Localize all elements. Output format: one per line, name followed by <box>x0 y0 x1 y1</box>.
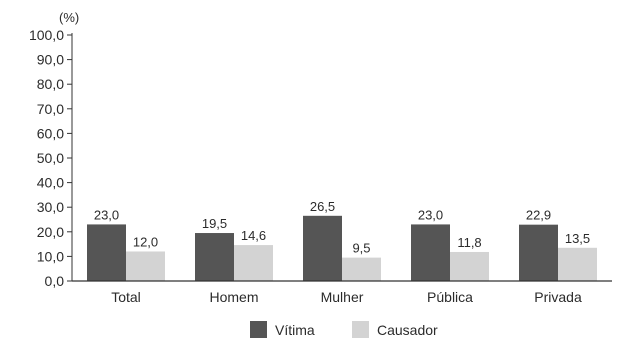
bar-causador <box>234 245 273 281</box>
y-tick-label: 50,0 <box>37 150 64 166</box>
bar-causador <box>450 251 489 281</box>
y-tick-label: 10,0 <box>37 248 64 264</box>
x-tick-label: Homem <box>209 289 258 305</box>
y-tick-label: 0,0 <box>45 273 65 289</box>
bar-causador <box>558 247 597 281</box>
y-tick-label: 90,0 <box>37 52 64 68</box>
x-tick-label: Mulher <box>321 289 364 305</box>
y-tick-label: 60,0 <box>37 125 64 141</box>
legend-label: Causador <box>377 322 438 338</box>
bar-vitima <box>87 224 126 281</box>
bar-vitima <box>519 224 558 281</box>
bar-vitima <box>303 215 342 281</box>
legend-swatch <box>250 321 267 338</box>
y-tick-label: 20,0 <box>37 224 64 240</box>
data-label: 11,8 <box>457 235 481 250</box>
data-label: 14,6 <box>241 228 266 243</box>
data-label: 13,5 <box>565 231 590 246</box>
y-unit-label: (%) <box>59 10 79 25</box>
bar-vitima <box>411 224 450 281</box>
bar-vitima <box>195 233 234 281</box>
x-tick-label: Pública <box>427 289 473 305</box>
data-label: 12,0 <box>133 234 158 249</box>
x-tick-label: Privada <box>534 289 582 305</box>
y-tick-label: 100,0 <box>29 27 64 43</box>
data-label: 9,5 <box>352 241 370 256</box>
y-tick-label: 30,0 <box>37 199 64 215</box>
bar-causador <box>342 257 381 281</box>
y-tick-label: 40,0 <box>37 175 64 191</box>
y-tick-label: 70,0 <box>37 101 64 117</box>
data-label: 23,0 <box>94 207 119 222</box>
data-label: 19,5 <box>202 216 227 231</box>
data-label: 23,0 <box>418 207 443 222</box>
data-label: 22,9 <box>526 208 551 223</box>
bar-causador <box>126 251 165 281</box>
y-tick-label: 80,0 <box>37 76 64 92</box>
data-label: 26,5 <box>310 199 335 214</box>
legend-swatch <box>352 321 369 338</box>
x-tick-label: Total <box>111 289 141 305</box>
legend-label: Vítima <box>275 322 315 338</box>
